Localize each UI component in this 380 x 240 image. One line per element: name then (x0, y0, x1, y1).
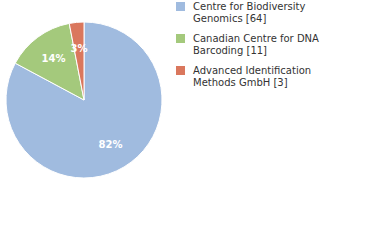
legend-label: Centre for BiodiversityGenomics [64] (193, 1, 306, 24)
legend: Centre for BiodiversityGenomics [64] Cana… (176, 1, 319, 88)
legend-swatch (176, 2, 185, 11)
data-label: 82% (98, 139, 122, 150)
data-label: 14% (42, 53, 66, 64)
slice (69, 22, 84, 100)
pie: 82% 14% 3% (6, 22, 162, 178)
chart: 82% 14% 3% Centre for BiodiversityGenomics … (0, 0, 380, 240)
legend-swatch (176, 66, 185, 75)
slice (6, 22, 162, 178)
legend-label: Canadian Centre for DNABarcoding [11] (193, 33, 319, 56)
legend-label: Advanced IdentificationMethods GmbH [3] (193, 65, 311, 88)
data-label: 3% (71, 43, 88, 54)
legend-swatch (176, 34, 185, 43)
